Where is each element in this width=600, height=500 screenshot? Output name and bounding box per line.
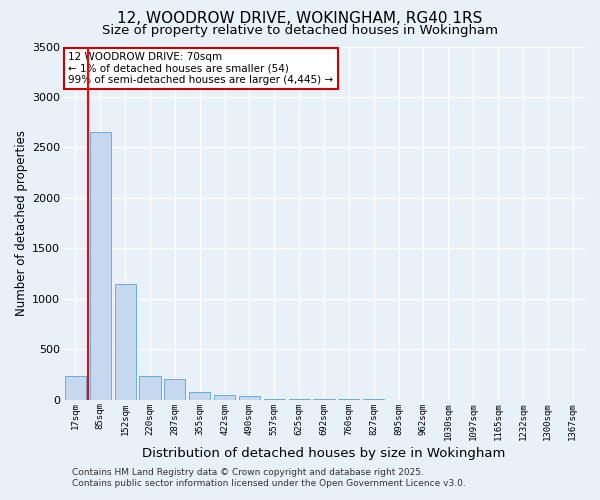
Text: Size of property relative to detached houses in Wokingham: Size of property relative to detached ho… [102, 24, 498, 37]
Bar [90, 132, 111, 400]
Bar [189, 392, 211, 400]
Bar [139, 376, 161, 400]
Text: 12, WOODROW DRIVE, WOKINGHAM, RG40 1RS: 12, WOODROW DRIVE, WOKINGHAM, RG40 1RS [118, 11, 482, 26]
Bar [115, 284, 136, 400]
Text: 12 WOODROW DRIVE: 70sqm
← 1% of detached houses are smaller (54)
99% of semi-det: 12 WOODROW DRIVE: 70sqm ← 1% of detached… [68, 52, 334, 85]
Bar [289, 399, 310, 400]
Bar [65, 376, 86, 400]
Bar [239, 396, 260, 400]
Bar [164, 380, 185, 400]
Bar [264, 398, 285, 400]
Text: Contains HM Land Registry data © Crown copyright and database right 2025.
Contai: Contains HM Land Registry data © Crown c… [72, 468, 466, 487]
Bar [214, 394, 235, 400]
X-axis label: Distribution of detached houses by size in Wokingham: Distribution of detached houses by size … [142, 447, 506, 460]
Y-axis label: Number of detached properties: Number of detached properties [15, 130, 28, 316]
